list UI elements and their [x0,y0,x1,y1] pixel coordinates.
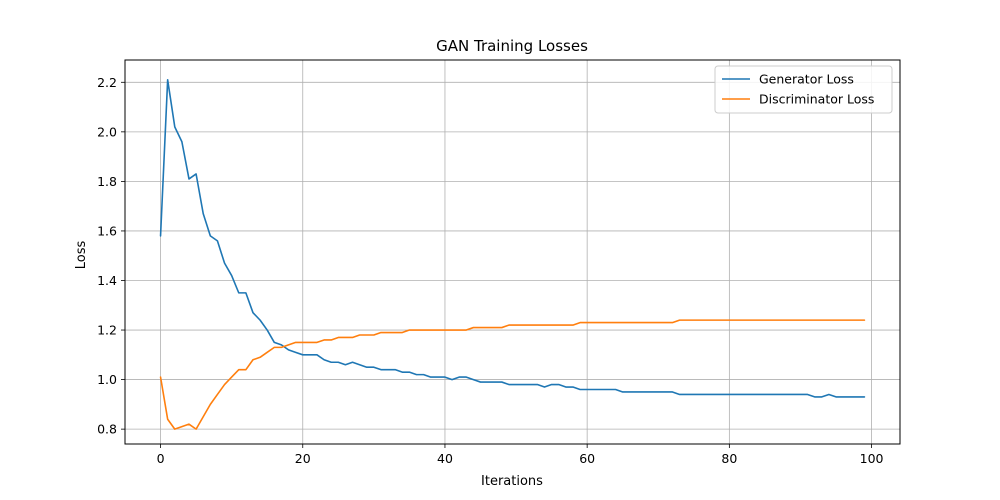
series-layer [159,79,866,430]
x-tick-label: 0 [157,451,165,466]
y-tick-label: 1.4 [97,273,117,288]
y-tick-label: 1.6 [97,223,117,238]
y-tick-label: 1.8 [97,174,117,189]
y-tick-label: 0.8 [97,422,117,437]
series-line-discriminator-loss [159,319,866,430]
grid-layer [125,60,900,444]
x-tick-label: 20 [295,451,311,466]
y-tick-label: 2.0 [97,124,117,139]
x-tick-label: 80 [721,451,737,466]
legend-label: Generator Loss [759,72,854,87]
y-tick-label: 2.2 [97,75,117,90]
legend: Generator Loss Discriminator Loss [714,65,893,114]
x-axis-label: Iterations [481,474,543,489]
x-tick-label: 60 [579,451,595,466]
x-tick-label: 100 [860,451,884,466]
legend-box [714,65,893,114]
x-tick-label: 40 [437,451,453,466]
plot-frame [124,59,901,445]
ticks-layer: 0 20 40 60 80 100 0.8 1.0 1.2 1.4 1.6 1.8 2.0 2.2 [97,75,883,466]
chart-title: GAN Training Losses [436,37,588,55]
series-line-generator-loss [159,79,866,398]
y-tick-label: 1.0 [97,372,117,387]
y-tick-label: 1.2 [97,323,117,338]
y-axis-label: Loss [74,241,89,270]
legend-label: Discriminator Loss [759,92,874,107]
